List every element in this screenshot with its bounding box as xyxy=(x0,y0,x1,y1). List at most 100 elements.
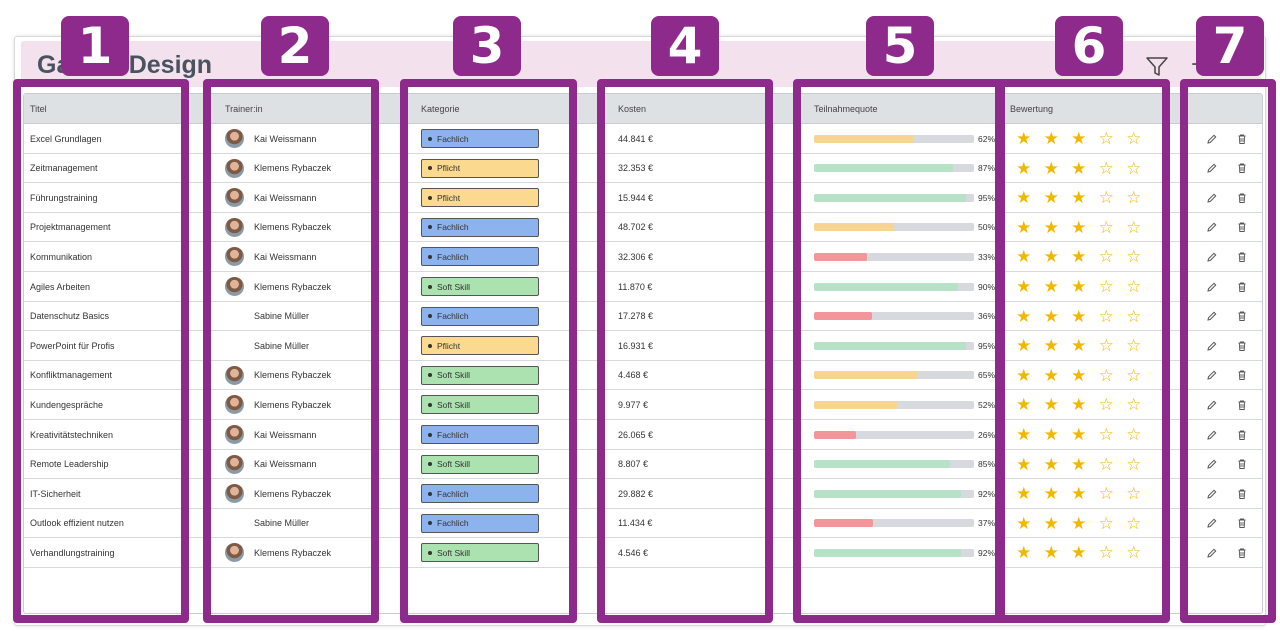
column-header-category[interactable]: Kategorie xyxy=(421,104,460,114)
star-empty-icon[interactable]: ☆ xyxy=(1098,365,1114,385)
star-empty-icon[interactable]: ☆ xyxy=(1098,247,1114,267)
table-row[interactable]: Outlook effizient nutzen Sabine Müller Fac… xyxy=(24,509,1262,539)
column-header-trainer[interactable]: Trainer:in xyxy=(225,104,263,114)
rating-stars[interactable]: ★ ★ ★ ☆ ☆ xyxy=(1010,247,1148,266)
star-empty-icon[interactable]: ☆ xyxy=(1126,425,1142,444)
edit-icon[interactable] xyxy=(1205,220,1219,234)
star-filled-icon[interactable]: ★ xyxy=(1016,217,1032,237)
edit-icon[interactable] xyxy=(1205,516,1219,530)
delete-icon[interactable] xyxy=(1235,398,1249,412)
table-row[interactable]: Verhandlungstraining Klemens Rybaczek Soft… xyxy=(24,538,1262,568)
star-filled-icon[interactable]: ★ xyxy=(1043,365,1059,385)
star-filled-icon[interactable]: ★ xyxy=(1016,484,1032,504)
star-empty-icon[interactable]: ☆ xyxy=(1126,395,1142,415)
star-empty-icon[interactable]: ☆ xyxy=(1098,277,1114,296)
star-filled-icon[interactable]: ★ xyxy=(1016,188,1032,208)
edit-icon[interactable] xyxy=(1205,428,1219,442)
table-row[interactable]: Führungstraining Kai Weissmann Pflicht 15.9… xyxy=(24,183,1262,213)
filter-icon[interactable] xyxy=(1145,55,1169,79)
rating-stars[interactable]: ★ ★ ★ ☆ ☆ xyxy=(1010,543,1148,562)
star-empty-icon[interactable]: ☆ xyxy=(1126,247,1142,267)
star-filled-icon[interactable]: ★ xyxy=(1043,513,1059,533)
star-empty-icon[interactable]: ☆ xyxy=(1126,484,1142,504)
star-filled-icon[interactable]: ★ xyxy=(1043,217,1059,237)
table-row[interactable]: Konfliktmanagement Klemens Rybaczek Soft S… xyxy=(24,361,1262,391)
star-filled-icon[interactable]: ★ xyxy=(1071,395,1087,415)
star-filled-icon[interactable]: ★ xyxy=(1016,158,1032,178)
star-empty-icon[interactable]: ☆ xyxy=(1126,543,1142,563)
star-filled-icon[interactable]: ★ xyxy=(1071,336,1087,356)
rating-stars[interactable]: ★ ★ ★ ☆ ☆ xyxy=(1010,188,1148,207)
rating-stars[interactable]: ★ ★ ★ ☆ ☆ xyxy=(1010,395,1148,414)
rating-stars[interactable]: ★ ★ ★ ☆ ☆ xyxy=(1010,366,1148,385)
star-empty-icon[interactable]: ☆ xyxy=(1126,306,1142,326)
delete-icon[interactable] xyxy=(1235,457,1249,471)
star-filled-icon[interactable]: ★ xyxy=(1016,129,1032,148)
table-row[interactable]: Kundengespräche Klemens Rybaczek Soft Skil… xyxy=(24,390,1262,420)
star-empty-icon[interactable]: ☆ xyxy=(1126,365,1142,385)
rating-stars[interactable]: ★ ★ ★ ☆ ☆ xyxy=(1010,277,1148,296)
edit-icon[interactable] xyxy=(1205,546,1219,560)
edit-icon[interactable] xyxy=(1205,457,1219,471)
rating-stars[interactable]: ★ ★ ★ ☆ ☆ xyxy=(1010,336,1148,355)
edit-icon[interactable] xyxy=(1205,339,1219,353)
star-filled-icon[interactable]: ★ xyxy=(1071,484,1087,504)
star-filled-icon[interactable]: ★ xyxy=(1071,277,1087,296)
star-filled-icon[interactable]: ★ xyxy=(1016,247,1032,267)
table-row[interactable]: Zeitmanagement Klemens Rybaczek Pflicht 32.… xyxy=(24,154,1262,184)
star-empty-icon[interactable]: ☆ xyxy=(1098,129,1114,148)
column-header-cost[interactable]: Kosten xyxy=(618,104,647,114)
star-filled-icon[interactable]: ★ xyxy=(1043,484,1059,504)
delete-icon[interactable] xyxy=(1235,220,1249,234)
star-empty-icon[interactable]: ☆ xyxy=(1098,217,1114,237)
delete-icon[interactable] xyxy=(1235,487,1249,501)
edit-icon[interactable] xyxy=(1205,487,1219,501)
star-filled-icon[interactable]: ★ xyxy=(1043,395,1059,415)
star-empty-icon[interactable]: ☆ xyxy=(1098,336,1114,356)
star-filled-icon[interactable]: ★ xyxy=(1043,543,1059,563)
rating-stars[interactable]: ★ ★ ★ ☆ ☆ xyxy=(1010,307,1148,326)
star-empty-icon[interactable]: ☆ xyxy=(1098,513,1114,533)
star-empty-icon[interactable]: ☆ xyxy=(1126,217,1142,237)
table-row[interactable]: Kreativitätstechniken Kai Weissmann Fachli… xyxy=(24,420,1262,450)
edit-icon[interactable] xyxy=(1205,309,1219,323)
star-filled-icon[interactable]: ★ xyxy=(1071,158,1087,178)
star-filled-icon[interactable]: ★ xyxy=(1016,365,1032,385)
delete-icon[interactable] xyxy=(1235,309,1249,323)
delete-icon[interactable] xyxy=(1235,161,1249,175)
delete-icon[interactable] xyxy=(1235,280,1249,294)
star-filled-icon[interactable]: ★ xyxy=(1016,277,1032,296)
star-filled-icon[interactable]: ★ xyxy=(1016,513,1032,533)
star-empty-icon[interactable]: ☆ xyxy=(1098,188,1114,208)
star-filled-icon[interactable]: ★ xyxy=(1071,543,1087,563)
star-filled-icon[interactable]: ★ xyxy=(1043,454,1059,474)
table-row[interactable]: Kommunikation Kai Weissmann Fachlich 32.306… xyxy=(24,242,1262,272)
column-header-title[interactable]: Titel xyxy=(30,104,47,114)
star-empty-icon[interactable]: ☆ xyxy=(1098,425,1114,444)
edit-icon[interactable] xyxy=(1205,368,1219,382)
star-filled-icon[interactable]: ★ xyxy=(1043,425,1059,444)
rating-stars[interactable]: ★ ★ ★ ☆ ☆ xyxy=(1010,218,1148,237)
star-empty-icon[interactable]: ☆ xyxy=(1126,336,1142,356)
star-empty-icon[interactable]: ☆ xyxy=(1098,158,1114,178)
column-header-rating[interactable]: Bewertung xyxy=(1010,104,1054,114)
edit-icon[interactable] xyxy=(1205,132,1219,146)
star-empty-icon[interactable]: ☆ xyxy=(1098,395,1114,415)
star-filled-icon[interactable]: ★ xyxy=(1016,425,1032,444)
table-row[interactable]: Datenschutz Basics Sabine Müller Fachlich 1… xyxy=(24,302,1262,332)
star-filled-icon[interactable]: ★ xyxy=(1016,454,1032,474)
star-filled-icon[interactable]: ★ xyxy=(1043,277,1059,296)
star-empty-icon[interactable]: ☆ xyxy=(1098,543,1114,563)
star-filled-icon[interactable]: ★ xyxy=(1043,247,1059,267)
star-filled-icon[interactable]: ★ xyxy=(1043,336,1059,356)
star-filled-icon[interactable]: ★ xyxy=(1043,129,1059,148)
star-filled-icon[interactable]: ★ xyxy=(1043,306,1059,326)
star-empty-icon[interactable]: ☆ xyxy=(1126,188,1142,208)
delete-icon[interactable] xyxy=(1235,428,1249,442)
delete-icon[interactable] xyxy=(1235,191,1249,205)
star-filled-icon[interactable]: ★ xyxy=(1016,306,1032,326)
star-empty-icon[interactable]: ☆ xyxy=(1098,454,1114,474)
edit-icon[interactable] xyxy=(1205,398,1219,412)
rating-stars[interactable]: ★ ★ ★ ☆ ☆ xyxy=(1010,129,1148,148)
delete-icon[interactable] xyxy=(1235,516,1249,530)
